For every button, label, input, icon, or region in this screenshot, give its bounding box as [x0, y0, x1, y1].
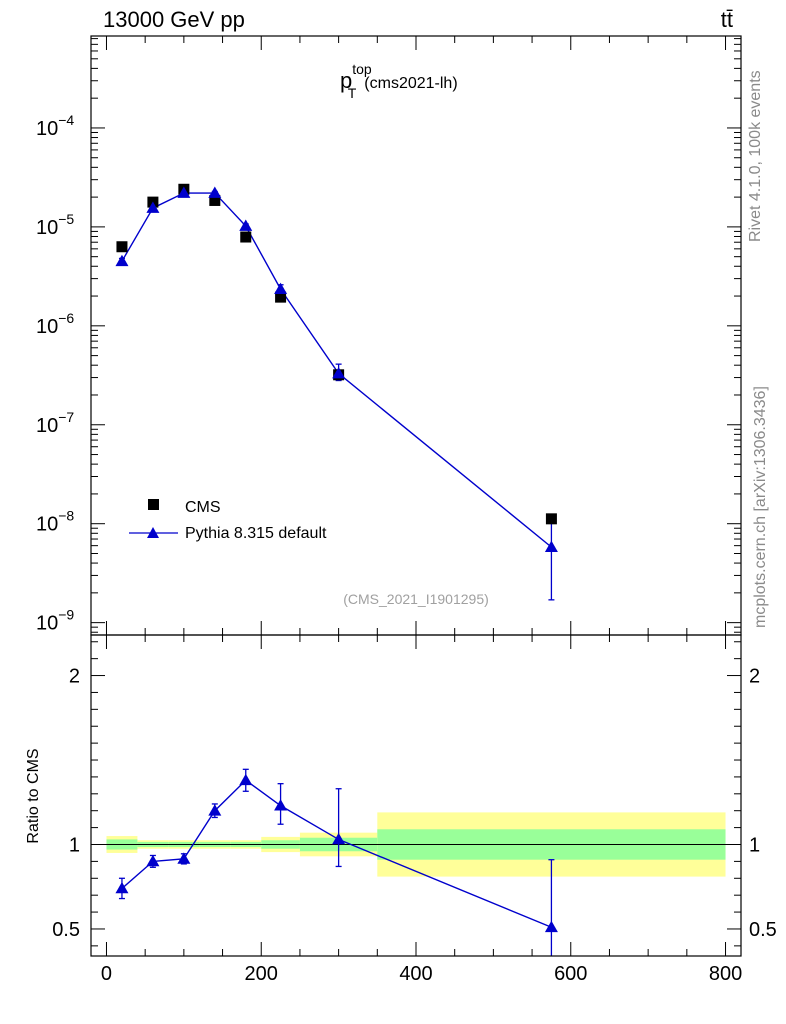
x-tick-label: 400 [399, 963, 432, 985]
cms-data-point [275, 291, 287, 303]
main-y-tick-label: 10−4 [36, 112, 74, 140]
main-y-tick-label: 10−7 [36, 409, 74, 437]
cms-data-point [545, 513, 557, 525]
ratio-frame [90, 634, 742, 957]
main-frame [90, 35, 742, 636]
ratio-y-tick-label: 2 [69, 666, 80, 688]
main-y-tick-label: 10−5 [36, 211, 74, 239]
x-tick-label: 600 [554, 963, 587, 985]
main-y-tick-label: 10−9 [36, 607, 74, 635]
pythia-main-point [115, 254, 129, 267]
pythia-ratio-point [544, 920, 558, 933]
pythia-main-point [239, 219, 253, 231]
pythia-ratio-point [332, 832, 346, 845]
legend-cms-marker [148, 499, 159, 510]
pythia-main-point [544, 540, 558, 552]
analysis-id: (CMS_2021_I1901295) [343, 591, 489, 607]
cms-data-point [240, 231, 252, 243]
mcplots-label: mcplots.cern.ch [arXiv:1306.3436] [752, 386, 769, 628]
pythia-ratio-point [274, 799, 288, 811]
title-sub: T [348, 85, 357, 101]
x-tick-label: 800 [709, 963, 742, 985]
cms-data-point [209, 194, 221, 206]
pythia-main-point [274, 282, 288, 294]
ratio-y-tick-label-right: 1 [749, 834, 760, 856]
ratio-y-tick-label: 1 [69, 834, 80, 856]
ratio-y-tick-label-right: 0.5 [749, 919, 777, 941]
main-series-group [115, 183, 558, 601]
pythia-main-point [146, 201, 160, 213]
ratio-axes: 0.5 0.5 1 1 2 2 0 200 400 600 800 [52, 635, 777, 985]
title-sup: top [352, 61, 372, 77]
ratio-ylabel: Ratio to CMS [25, 748, 42, 843]
pythia-main-point [208, 186, 222, 198]
title-suffix: (cms2021-lh) [364, 75, 457, 92]
main-y-tick-label: 10−6 [36, 310, 74, 338]
header-left-title: 13000 GeV pp [103, 7, 245, 32]
legend: CMS Pythia 8.315 default [129, 499, 327, 542]
pythia-ratio-line [121, 779, 552, 928]
legend-pythia-label: Pythia 8.315 default [185, 525, 327, 542]
chart-title: ptop T (cms2021-lh) [340, 61, 458, 101]
pythia-ratio-point [208, 804, 222, 816]
x-tick-label: 200 [245, 963, 278, 985]
rivet-label: Rivet 4.1.0, 100k events [747, 70, 764, 242]
pythia-ratio-point [146, 854, 160, 867]
ratio-series-group [115, 768, 558, 956]
ratio-bands [91, 812, 741, 877]
pythia-main-point [332, 366, 346, 379]
ratio-y-tick-label-right: 2 [749, 666, 760, 688]
pythia-ratio-point [177, 852, 191, 864]
main-axes: 10−9 10−8 10−7 10−6 10−5 10−4 [36, 36, 741, 635]
main-y-tick-label: 10−8 [36, 508, 74, 536]
x-tick-label: 0 [101, 963, 112, 985]
legend-cms-label: CMS [185, 499, 221, 516]
pythia-ratio-point [115, 881, 129, 894]
cms-data-point [116, 241, 128, 253]
legend-pythia-marker [147, 527, 159, 538]
pythia-ratio-point [239, 773, 253, 786]
ratio-y-tick-label: 0.5 [52, 919, 80, 941]
header-right-title: tt̄ [721, 7, 733, 32]
title-base: p [340, 68, 352, 93]
pythia-main-point [177, 186, 191, 198]
